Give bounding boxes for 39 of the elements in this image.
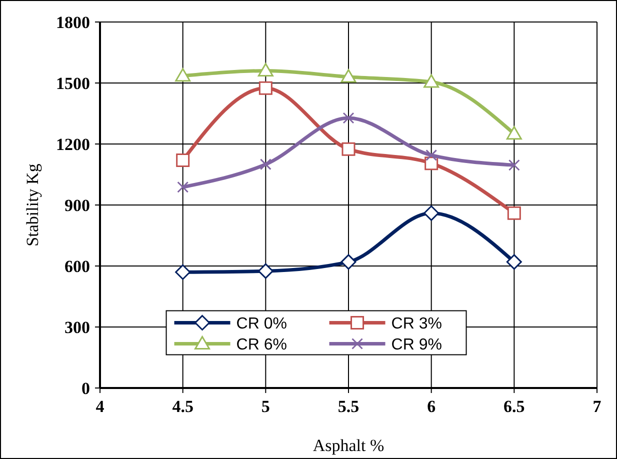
y-tick-label: 600 [64,257,90,276]
point [507,206,521,220]
point [340,69,356,83]
point [258,263,274,279]
point [340,254,356,270]
point [506,126,522,140]
legend-label: CR 0% [236,316,287,333]
legend-label: CR 6% [236,336,287,354]
x-tick-label: 6 [427,397,436,416]
y-tick-label: 0 [82,379,90,398]
point [175,68,191,82]
x-tick-label: 7 [592,397,602,416]
point [342,142,356,156]
x-tick-label: 5 [261,397,270,416]
point [508,159,520,171]
x-tick-label: 5.5 [338,397,360,416]
point [258,81,272,95]
point [176,154,190,168]
point [506,254,522,270]
y-tick-label: 300 [64,318,90,337]
y-tick-label: 900 [64,196,90,215]
point [260,158,272,170]
legend-label: CR 3% [391,316,442,333]
point [426,149,438,161]
legend-label: CR 9% [391,336,442,354]
point [342,112,354,124]
point [424,205,440,221]
y-tick-label: 1500 [56,74,90,93]
point [177,181,189,193]
y-axis-title: Stability Kg [23,163,42,246]
point [175,264,191,280]
y-tick-label: 1200 [56,135,90,154]
x-tick-label: 4.5 [172,397,194,416]
x-tick-label: 4 [96,397,105,416]
point [424,74,440,88]
point [258,63,274,77]
x-tick-label: 6.5 [504,397,525,416]
x-axis-title: Asphalt % [312,436,384,455]
y-tick-label: 1800 [56,13,90,32]
